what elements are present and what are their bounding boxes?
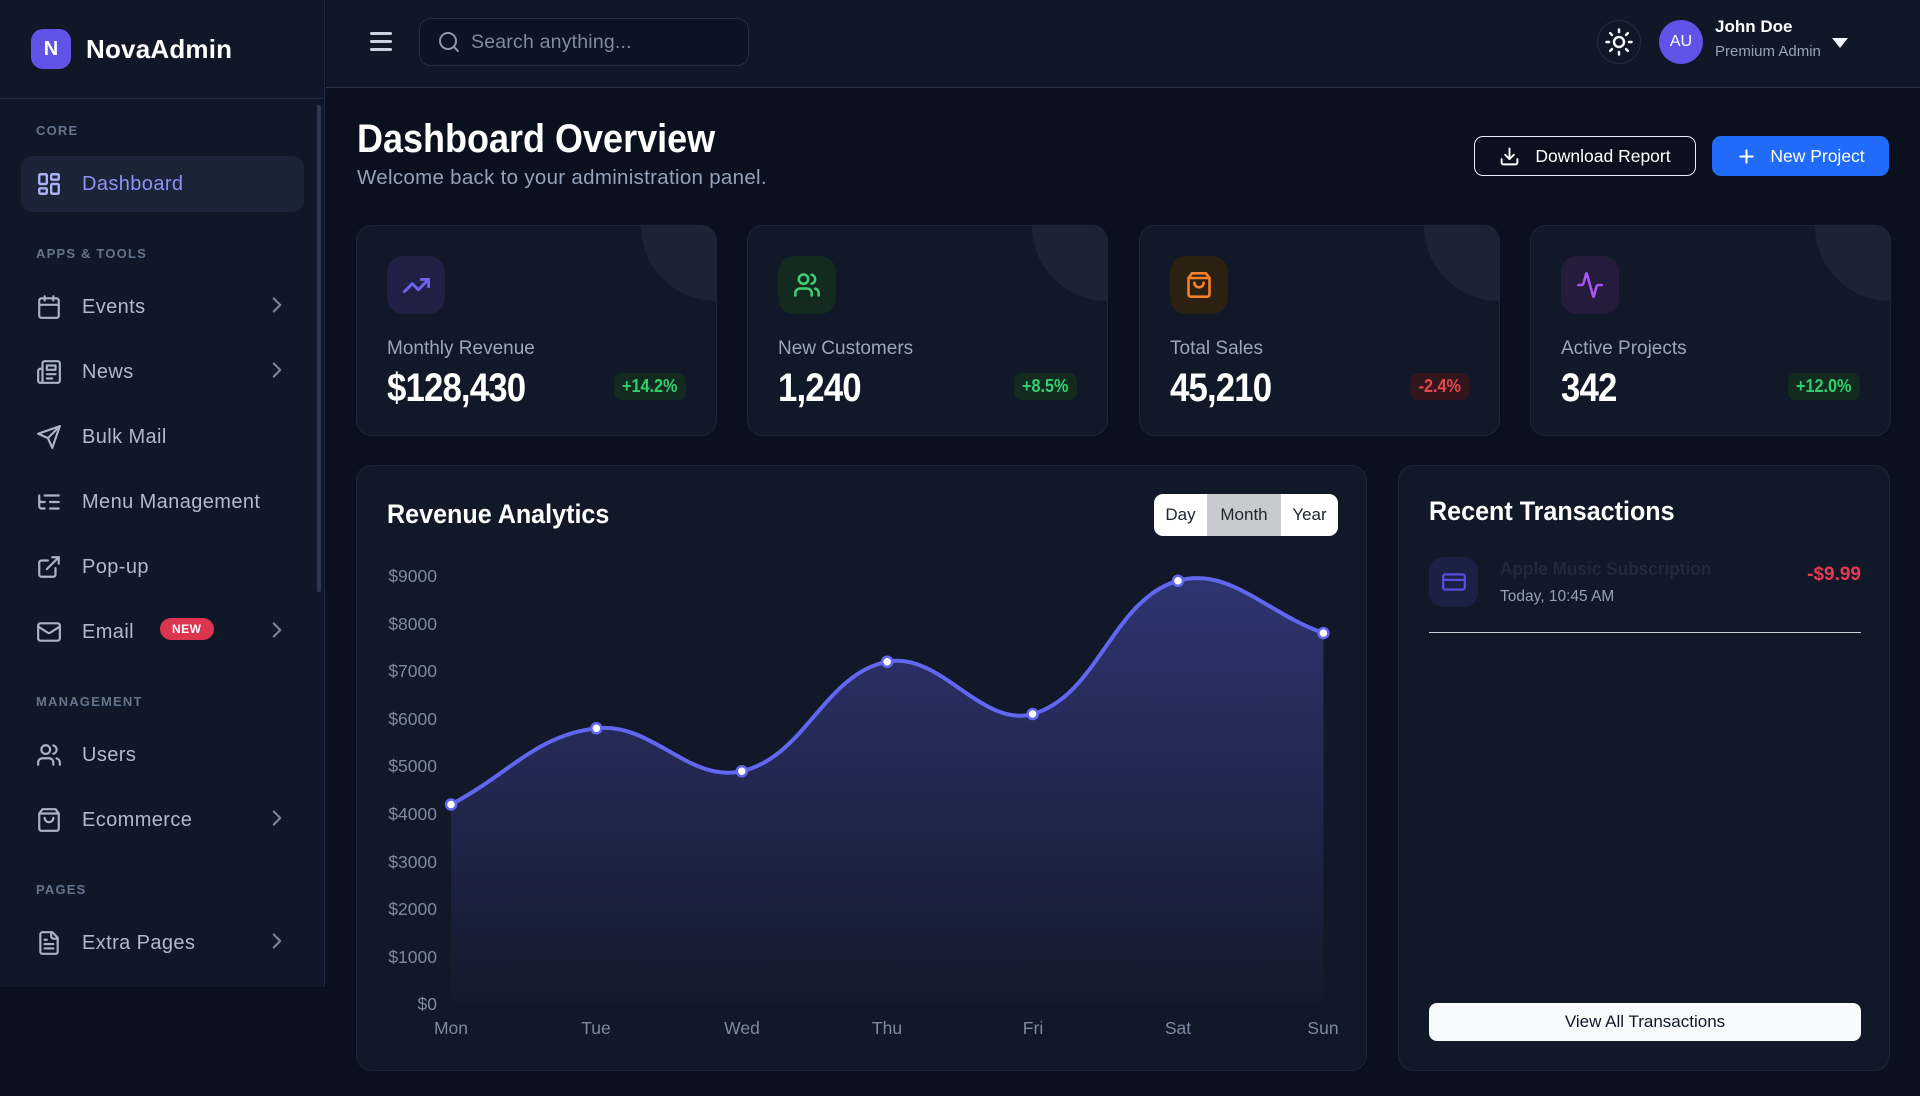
svg-text:$0: $0 [418, 994, 438, 1014]
svg-text:$2000: $2000 [388, 899, 437, 919]
svg-text:Thu: Thu [872, 1018, 902, 1038]
svg-text:$4000: $4000 [388, 804, 437, 824]
svg-text:$8000: $8000 [388, 614, 437, 634]
svg-text:$6000: $6000 [388, 709, 437, 729]
svg-text:$5000: $5000 [388, 756, 437, 776]
svg-text:$1000: $1000 [388, 947, 437, 967]
svg-text:Fri: Fri [1023, 1018, 1043, 1038]
svg-text:Sun: Sun [1307, 1018, 1338, 1038]
svg-text:Wed: Wed [724, 1018, 760, 1038]
svg-text:$3000: $3000 [388, 852, 437, 872]
svg-text:Tue: Tue [581, 1018, 611, 1038]
svg-text:Mon: Mon [434, 1018, 468, 1038]
svg-text:Sat: Sat [1165, 1018, 1191, 1038]
svg-text:$7000: $7000 [388, 661, 437, 681]
svg-text:$9000: $9000 [388, 566, 437, 586]
